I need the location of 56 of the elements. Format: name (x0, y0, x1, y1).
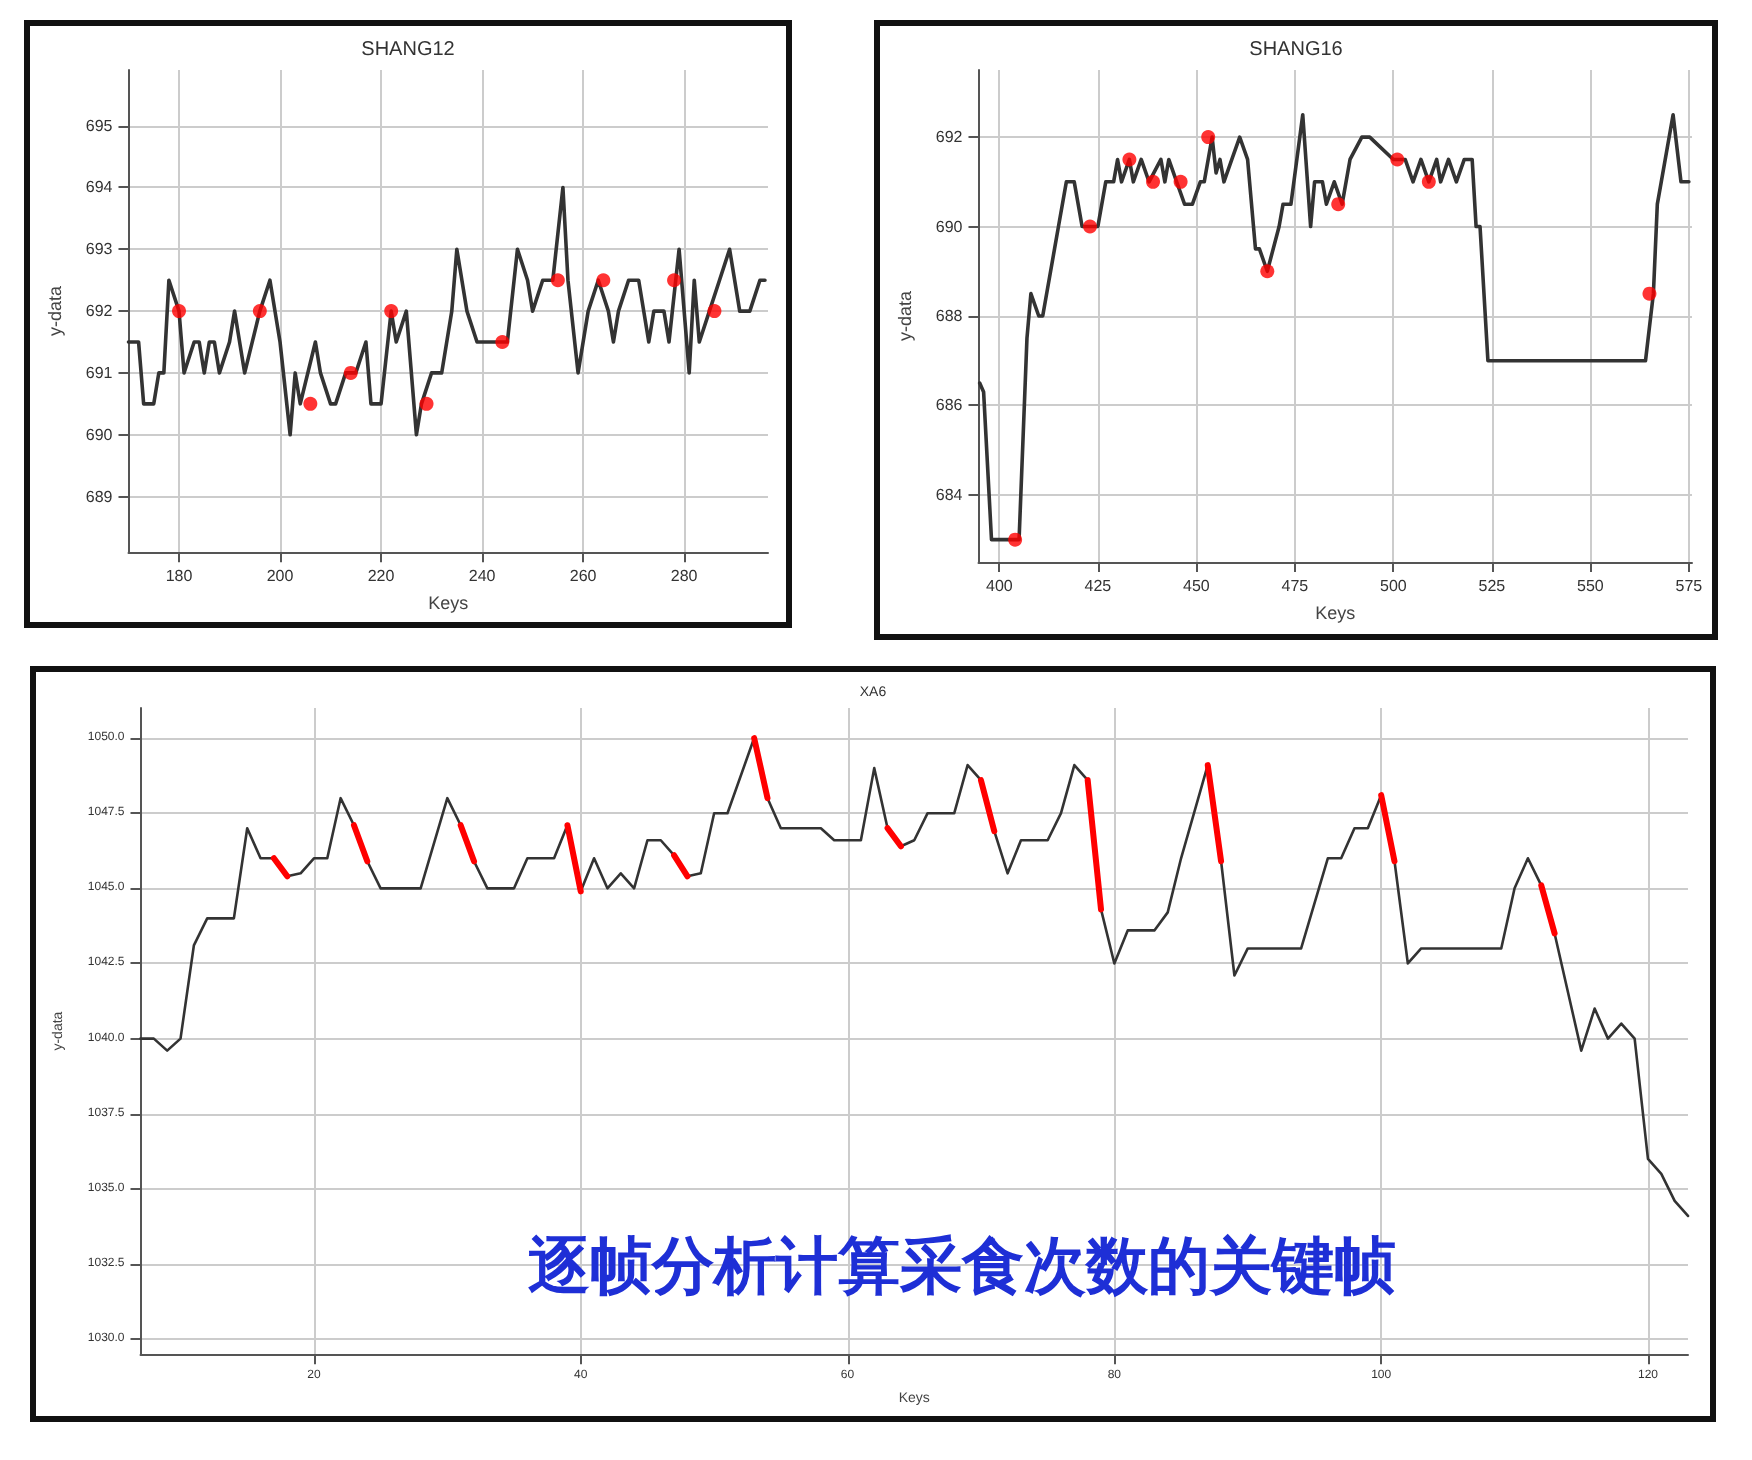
point (1201, 130, 1216, 145)
x-tick-label: 425 (1084, 577, 1113, 595)
x-tick-label: 500 (1380, 577, 1408, 595)
point (495, 335, 510, 350)
y-tick-label: 690 (935, 217, 964, 236)
x-tick-label: 280 (670, 567, 699, 586)
point (1146, 174, 1161, 189)
point (667, 273, 682, 288)
y-tick-label: 692 (935, 128, 964, 147)
x-tick-label: 575 (1675, 577, 1704, 595)
y-tick-label: 692 (85, 302, 114, 321)
point (1083, 219, 1097, 234)
point (1331, 197, 1346, 212)
x-axis-title: Keys (428, 593, 470, 613)
point (1122, 152, 1137, 167)
point (384, 304, 399, 319)
point (303, 396, 318, 411)
x-tick-label: 400 (986, 577, 1014, 595)
x-tick-label: 180 (165, 567, 194, 586)
point (1008, 532, 1023, 547)
point (1260, 264, 1275, 279)
y-tick-label: 684 (935, 485, 964, 504)
point (252, 304, 267, 319)
y-tick-label: 695 (85, 116, 114, 135)
x-tick-label: 220 (367, 567, 396, 586)
point (550, 273, 565, 288)
x-tick-label: 260 (569, 567, 598, 586)
line-series (126, 185, 767, 437)
y-tick-label: 686 (935, 396, 964, 415)
point (172, 304, 187, 319)
x-tick-label: 550 (1576, 577, 1605, 595)
point (419, 396, 434, 411)
point (1642, 286, 1657, 301)
x-axis-title: Keys (1315, 602, 1357, 623)
y-tick-label: 694 (85, 178, 114, 197)
x-tick-label: 475 (1281, 577, 1310, 595)
point (1421, 174, 1436, 189)
point (596, 273, 611, 288)
y-axis-title: y-data (895, 290, 915, 342)
point (343, 365, 358, 380)
y-axis-title: y-data (45, 286, 65, 337)
x-tick-label: 450 (1183, 577, 1211, 595)
y-tick-label: 688 (935, 307, 964, 325)
x-tick-label: 525 (1478, 577, 1507, 595)
y-tick-label: 689 (85, 487, 114, 506)
point (1390, 152, 1405, 167)
chart-title: SHANG12 (361, 39, 456, 61)
annotation: 逐帧分析计算采食次数的关键帧 (528, 1231, 1396, 1303)
y-tick-label: 690 (85, 425, 114, 444)
point (707, 304, 722, 319)
x-tick-label: 240 (468, 567, 497, 586)
y-tick-label: 693 (85, 240, 114, 259)
point (1173, 174, 1188, 189)
chart-title: SHANG16 (1249, 39, 1344, 61)
x-tick-label: 200 (266, 567, 295, 586)
y-tick-label: 691 (85, 363, 114, 382)
